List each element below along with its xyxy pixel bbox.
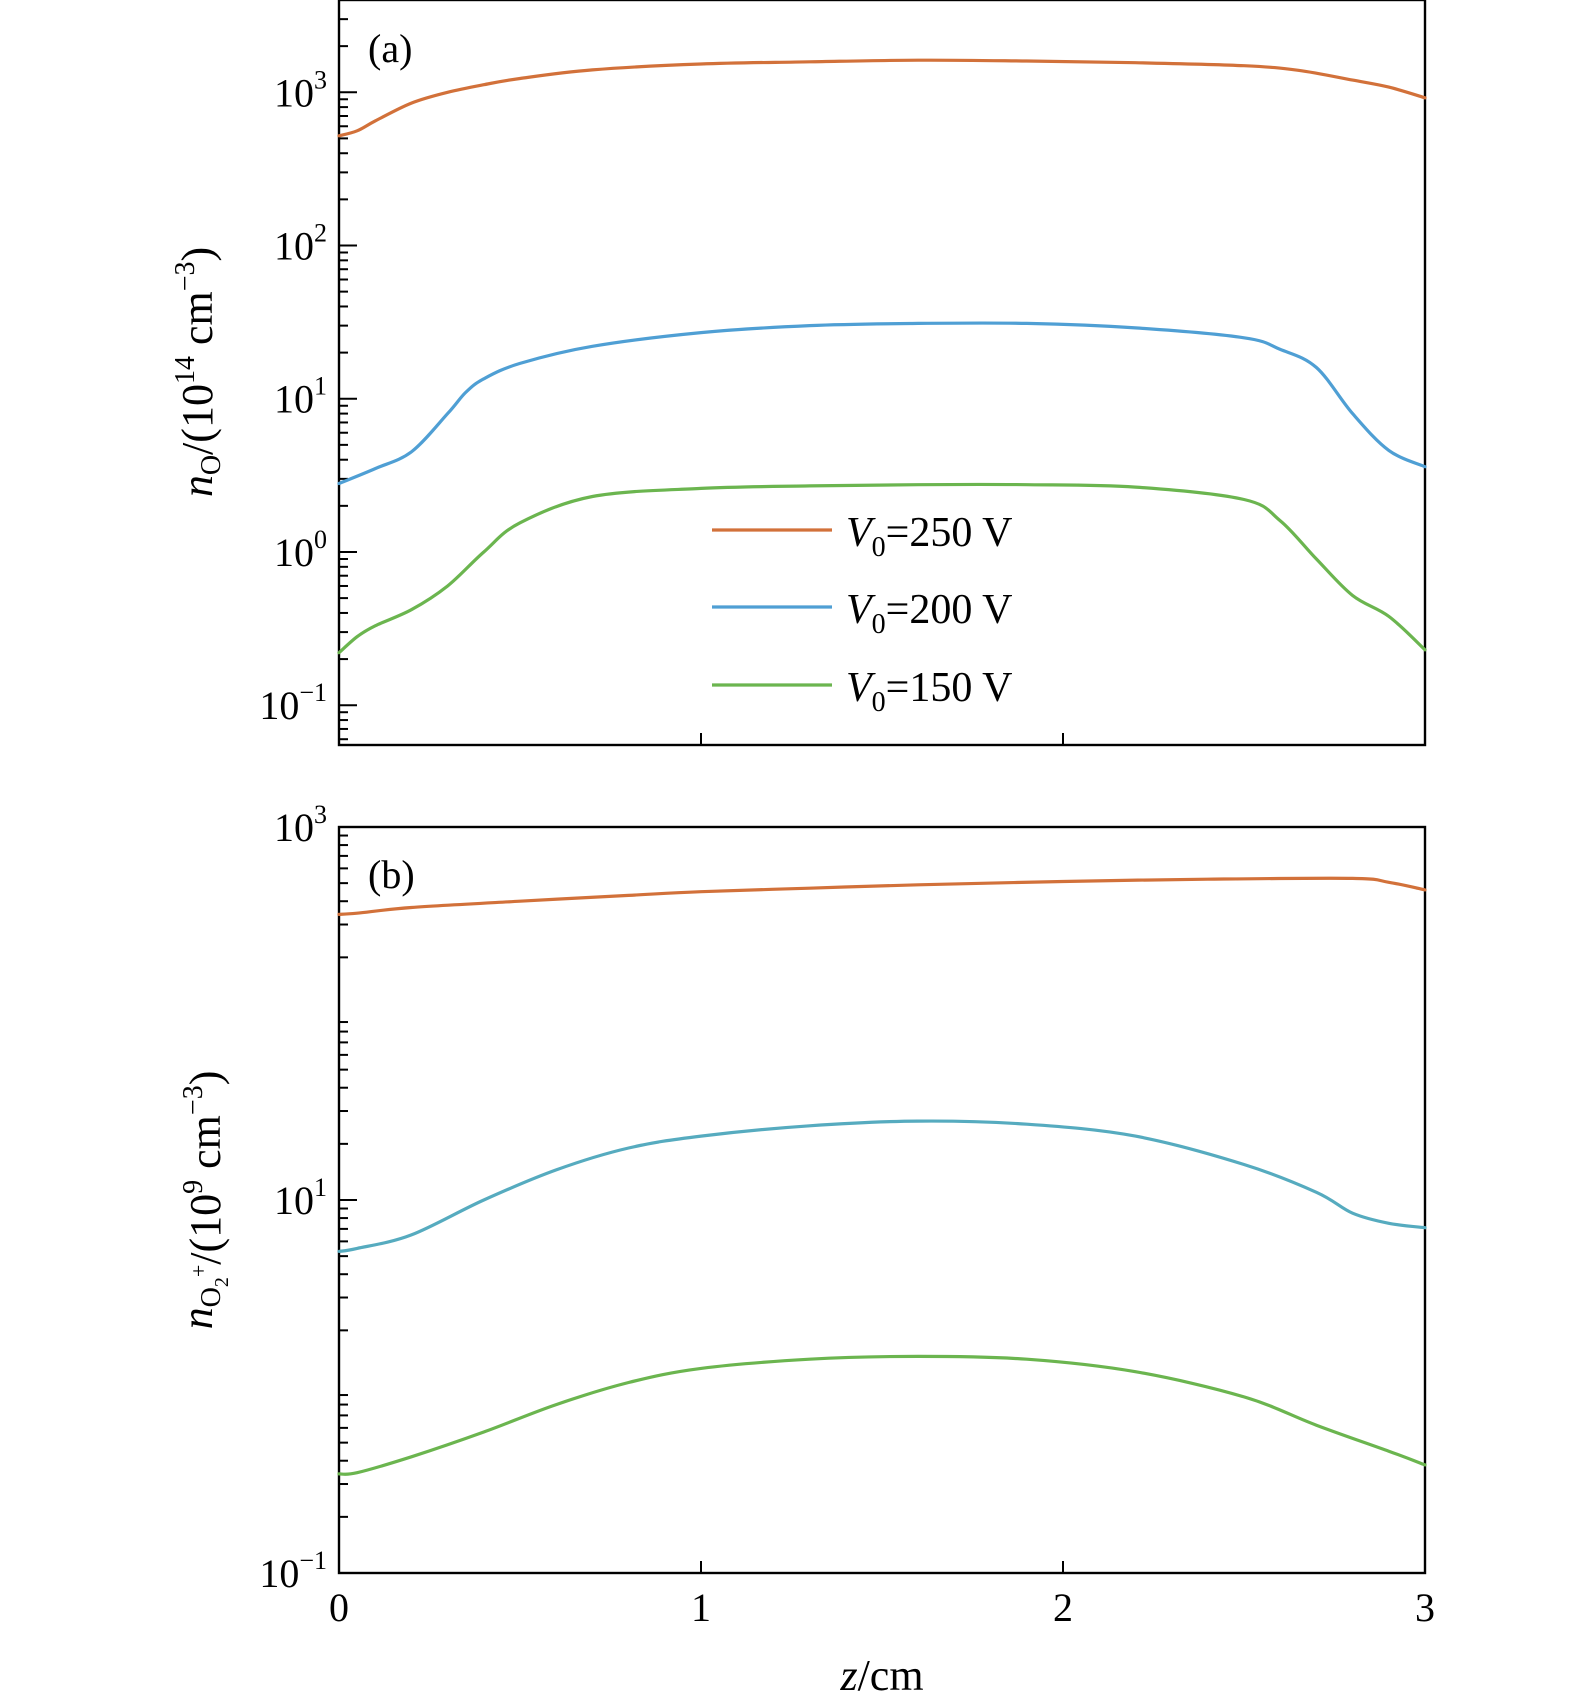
- series-line-b-0: [337, 876, 1427, 916]
- legend-entry-250: V0=250 V: [846, 510, 1012, 563]
- panel-b-major-ticks: [339, 826, 357, 1574]
- x-tick-label: 2: [1053, 1585, 1073, 1630]
- panel-a-y-axis-title: nO/(1014 cm−3): [170, 247, 227, 497]
- y-tick-label: 101: [274, 372, 327, 422]
- y-tick-label: 103: [274, 800, 327, 850]
- panel-a-major-ticks: [339, 91, 357, 707]
- panel-a-frame: [337, 0, 1427, 747]
- series-line-b-2: [337, 1354, 1427, 1476]
- y-tick-label: 103: [274, 65, 327, 115]
- panel-b-frame: [337, 825, 1427, 1575]
- x-tick-label: 1: [691, 1585, 711, 1630]
- panel-b-y-tick-labels: 10−1 101 103: [259, 800, 327, 1596]
- panel-b-x-tick-labels: 0 1 2 3: [329, 1585, 1435, 1630]
- y-tick-label: 101: [274, 1173, 327, 1223]
- panel-b-minor-ticks: [339, 834, 348, 1518]
- panel-a-minor-ticks: [339, 18, 348, 741]
- x-tick-label: 0: [329, 1585, 349, 1630]
- panel-b-x-ticks: [700, 1561, 1064, 1573]
- panel-b-curves: [337, 876, 1427, 1476]
- series-line-a-1: [337, 321, 1427, 486]
- legend-entry-200: V0=200 V: [846, 587, 1012, 640]
- legend: V0=250 V V0=200 V V0=150 V: [712, 510, 1012, 718]
- panel-a: 10−1 100 101 102 103 (a) nO/(1014 cm−3) V0=2…: [170, 0, 1427, 747]
- panel-a-x-ticks: [700, 733, 1064, 745]
- panel-a-label: (a): [368, 26, 412, 71]
- legend-entry-150: V0=150 V: [846, 665, 1012, 718]
- panel-a-curves: [337, 58, 1427, 655]
- y-tick-label: 102: [274, 218, 327, 268]
- panel-b: 10−1 101 103 0 1 2 3 (b) nO2+/(109 cm−3) z/cm: [173, 800, 1435, 1700]
- y-tick-label: 10−1: [259, 678, 327, 728]
- panel-b-label: (b): [368, 852, 415, 897]
- series-line-a-2: [337, 482, 1427, 655]
- x-tick-label: 3: [1415, 1585, 1435, 1630]
- panel-b-y-axis-title: nO2+/(109 cm−3): [173, 1071, 233, 1330]
- x-axis-title: z/cm: [839, 1651, 923, 1700]
- series-line-b-1: [337, 1119, 1427, 1253]
- y-tick-label: 100: [274, 525, 327, 575]
- series-line-a-0: [337, 58, 1427, 138]
- y-tick-label: 10−1: [259, 1546, 327, 1596]
- panel-a-y-tick-labels: 10−1 100 101 102 103: [259, 65, 327, 728]
